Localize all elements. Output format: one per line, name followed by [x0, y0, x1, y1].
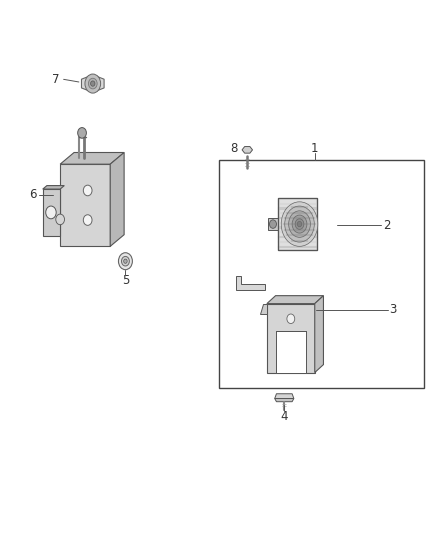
Polygon shape	[278, 246, 317, 248]
Polygon shape	[276, 331, 306, 373]
Circle shape	[88, 78, 97, 89]
Polygon shape	[278, 207, 317, 209]
Polygon shape	[278, 203, 317, 205]
Text: 8: 8	[230, 142, 238, 155]
Circle shape	[124, 259, 127, 263]
Circle shape	[292, 215, 307, 233]
Polygon shape	[81, 75, 104, 92]
Circle shape	[46, 206, 56, 219]
Polygon shape	[110, 152, 124, 246]
Circle shape	[83, 215, 92, 225]
Polygon shape	[260, 304, 267, 314]
Circle shape	[85, 74, 101, 93]
Circle shape	[118, 253, 132, 270]
Text: 2: 2	[383, 219, 390, 232]
Circle shape	[56, 214, 64, 225]
Text: 1: 1	[311, 142, 318, 155]
Text: 3: 3	[389, 303, 397, 317]
Circle shape	[269, 220, 276, 228]
Polygon shape	[237, 276, 265, 290]
Circle shape	[78, 127, 86, 138]
Polygon shape	[278, 231, 317, 233]
Bar	[219, 160, 424, 389]
Polygon shape	[60, 164, 110, 246]
Polygon shape	[315, 296, 323, 373]
Circle shape	[121, 256, 129, 266]
Circle shape	[83, 185, 92, 196]
Polygon shape	[278, 227, 317, 229]
Text: 6: 6	[29, 189, 36, 201]
Polygon shape	[242, 147, 253, 153]
Polygon shape	[278, 198, 317, 251]
Polygon shape	[43, 189, 60, 236]
Polygon shape	[278, 241, 317, 243]
Circle shape	[289, 211, 311, 237]
Polygon shape	[43, 185, 64, 189]
Polygon shape	[60, 152, 124, 164]
Polygon shape	[275, 394, 294, 399]
Circle shape	[295, 219, 304, 229]
Circle shape	[281, 202, 318, 246]
Circle shape	[297, 221, 302, 227]
Circle shape	[287, 314, 295, 324]
Text: 5: 5	[122, 274, 129, 287]
Polygon shape	[278, 236, 317, 238]
Circle shape	[91, 81, 95, 86]
Polygon shape	[278, 222, 317, 224]
Polygon shape	[278, 212, 317, 214]
Text: 7: 7	[52, 73, 60, 86]
Polygon shape	[268, 217, 278, 230]
Polygon shape	[275, 399, 294, 402]
Polygon shape	[267, 296, 323, 304]
Polygon shape	[278, 217, 317, 219]
Text: 4: 4	[280, 409, 288, 423]
Circle shape	[285, 206, 314, 242]
Polygon shape	[267, 304, 315, 373]
